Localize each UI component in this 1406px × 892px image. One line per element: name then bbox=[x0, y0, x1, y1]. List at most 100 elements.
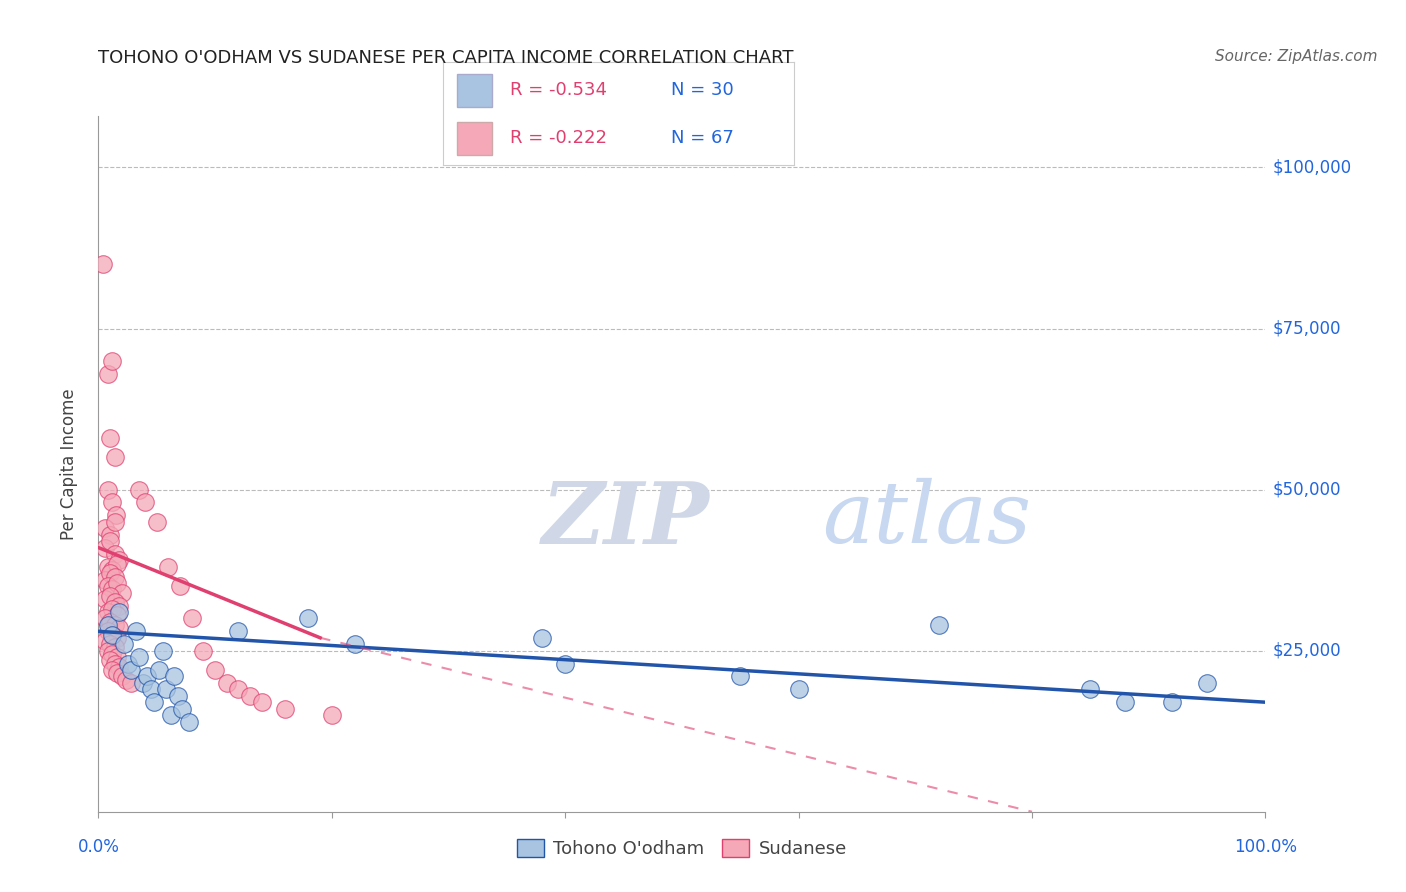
Point bbox=[157, 560, 180, 574]
Point bbox=[98, 589, 121, 603]
Point bbox=[94, 573, 117, 587]
Point bbox=[98, 637, 121, 651]
Point bbox=[136, 669, 159, 683]
Point bbox=[554, 657, 576, 671]
Point bbox=[104, 508, 127, 523]
Point bbox=[111, 669, 134, 683]
Point bbox=[204, 663, 226, 677]
Point bbox=[344, 637, 367, 651]
Point bbox=[108, 605, 131, 619]
Point bbox=[180, 611, 202, 625]
Point bbox=[104, 569, 127, 583]
Point bbox=[104, 640, 127, 655]
Point bbox=[111, 585, 134, 599]
Point bbox=[139, 682, 162, 697]
Legend: Tohono O'odham, Sudanese: Tohono O'odham, Sudanese bbox=[510, 831, 853, 865]
Point bbox=[105, 557, 128, 571]
Point bbox=[105, 631, 128, 645]
Point bbox=[101, 627, 124, 641]
Point bbox=[215, 676, 238, 690]
Point bbox=[94, 592, 117, 607]
Point bbox=[104, 618, 127, 632]
Text: atlas: atlas bbox=[823, 478, 1031, 561]
Point bbox=[98, 527, 121, 541]
Point bbox=[169, 579, 191, 593]
Point bbox=[97, 579, 120, 593]
Point bbox=[101, 601, 124, 615]
Point bbox=[250, 695, 273, 709]
Point bbox=[104, 595, 127, 609]
Point bbox=[128, 483, 150, 497]
Point bbox=[98, 566, 121, 581]
Point bbox=[94, 634, 117, 648]
Point bbox=[117, 657, 139, 671]
Point bbox=[91, 257, 114, 271]
Text: 0.0%: 0.0% bbox=[77, 838, 120, 856]
Point bbox=[297, 611, 319, 625]
Point bbox=[228, 624, 250, 639]
Point bbox=[146, 515, 169, 529]
Point bbox=[928, 618, 950, 632]
Point bbox=[274, 701, 297, 715]
Point bbox=[101, 663, 124, 677]
Point bbox=[108, 660, 131, 674]
Point bbox=[104, 547, 127, 561]
Text: $50,000: $50,000 bbox=[1272, 481, 1341, 499]
Point bbox=[128, 650, 150, 665]
Point bbox=[94, 521, 117, 535]
Point bbox=[104, 515, 127, 529]
Point bbox=[530, 631, 553, 645]
Point bbox=[134, 495, 156, 509]
Point bbox=[104, 450, 127, 465]
Point bbox=[1080, 682, 1102, 697]
Point bbox=[730, 669, 752, 683]
Point bbox=[125, 624, 148, 639]
Point bbox=[98, 653, 121, 667]
Text: $100,000: $100,000 bbox=[1272, 159, 1351, 177]
Point bbox=[239, 689, 262, 703]
Point bbox=[94, 611, 117, 625]
Point bbox=[1114, 695, 1136, 709]
Point bbox=[228, 682, 250, 697]
Point bbox=[98, 615, 121, 629]
Point bbox=[97, 560, 120, 574]
Point bbox=[105, 608, 128, 623]
Point bbox=[112, 637, 135, 651]
Text: ZIP: ZIP bbox=[541, 478, 710, 561]
Point bbox=[115, 673, 138, 687]
Point bbox=[132, 676, 155, 690]
Text: Source: ZipAtlas.com: Source: ZipAtlas.com bbox=[1215, 49, 1378, 64]
Point bbox=[179, 714, 201, 729]
Point bbox=[159, 708, 181, 723]
Point bbox=[1195, 676, 1218, 690]
Point bbox=[101, 647, 124, 661]
Point bbox=[152, 643, 174, 657]
Point bbox=[1161, 695, 1184, 709]
Point bbox=[148, 663, 170, 677]
Point bbox=[108, 553, 131, 567]
Point bbox=[120, 676, 142, 690]
Point bbox=[105, 666, 128, 681]
Text: N = 67: N = 67 bbox=[671, 129, 734, 147]
Point bbox=[108, 599, 131, 613]
Point bbox=[97, 367, 120, 381]
Point bbox=[97, 618, 120, 632]
Point bbox=[143, 695, 166, 709]
Text: $25,000: $25,000 bbox=[1272, 641, 1341, 660]
FancyBboxPatch shape bbox=[457, 122, 492, 155]
Point bbox=[97, 605, 120, 619]
Point bbox=[105, 576, 128, 591]
Text: R = -0.534: R = -0.534 bbox=[509, 81, 606, 99]
Point bbox=[98, 431, 121, 445]
Point bbox=[101, 582, 124, 597]
Text: R = -0.222: R = -0.222 bbox=[509, 129, 606, 147]
Point bbox=[787, 682, 810, 697]
Point bbox=[97, 483, 120, 497]
Point bbox=[94, 541, 117, 555]
Text: TOHONO O'ODHAM VS SUDANESE PER CAPITA INCOME CORRELATION CHART: TOHONO O'ODHAM VS SUDANESE PER CAPITA IN… bbox=[98, 49, 794, 67]
Text: $75,000: $75,000 bbox=[1272, 319, 1341, 337]
Point bbox=[166, 689, 188, 703]
Point bbox=[193, 643, 215, 657]
Point bbox=[101, 563, 124, 577]
Point bbox=[163, 669, 186, 683]
